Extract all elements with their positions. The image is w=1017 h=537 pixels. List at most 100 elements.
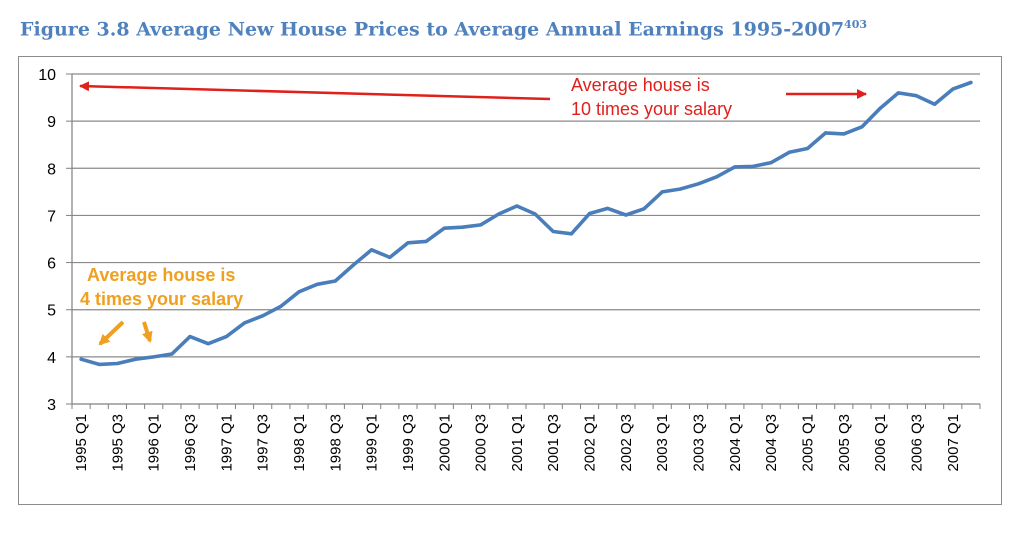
footnote-marker: 403 (844, 18, 868, 31)
x-tick-label: 2000 Q1 (436, 414, 453, 472)
data-point (97, 362, 101, 366)
data-point (914, 94, 919, 98)
y-tick-label: 6 (47, 256, 56, 273)
data-point (878, 106, 882, 110)
data-point (769, 161, 773, 165)
annotation-10x-arrow-left (79, 81, 551, 101)
data-point (624, 213, 628, 217)
data-point (351, 263, 356, 267)
x-tick-label: 1996 Q1 (146, 414, 163, 472)
x-tick-label: 2002 Q3 (618, 414, 635, 472)
axes (66, 73, 981, 409)
data-point (279, 304, 283, 308)
data-point (588, 211, 592, 216)
annotation-10x-line2: 10 times your salary (571, 99, 732, 119)
y-tick-label: 9 (47, 114, 56, 131)
data-point (787, 150, 791, 154)
x-tick-label: 1999 Q3 (400, 414, 417, 472)
annotation-4x: Average house is 4 times your salary (80, 265, 243, 346)
x-tick-label: 2005 Q1 (799, 414, 816, 472)
data-point (733, 165, 737, 169)
annotation-4x-line1: Average house is (87, 265, 235, 285)
data-point (442, 226, 446, 230)
data-point (261, 314, 265, 318)
data-point (406, 241, 410, 245)
data-point (479, 223, 483, 227)
y-tick-label: 3 (47, 397, 56, 414)
data-point (715, 175, 719, 179)
x-tick-label: 2004 Q1 (727, 414, 744, 472)
data-point (660, 190, 664, 194)
data-point (860, 125, 864, 129)
data-point (460, 225, 464, 229)
x-tick-label: 1998 Q1 (291, 414, 308, 472)
data-point (606, 206, 610, 210)
y-tick-label: 4 (47, 350, 56, 367)
x-tick-label: 1996 Q3 (182, 414, 199, 472)
grid (72, 73, 980, 358)
data-point (315, 282, 319, 286)
data-point (424, 239, 428, 243)
figure-title-text: Figure 3.8 Average New House Prices to A… (20, 18, 845, 41)
data-point (896, 91, 900, 95)
data-point (388, 255, 392, 259)
data-point (751, 164, 755, 168)
data-point (951, 87, 955, 91)
x-tick-label: 2007 Q1 (945, 414, 962, 472)
data-point (333, 279, 337, 283)
x-tick-label: 1995 Q3 (109, 414, 126, 472)
data-point (134, 357, 138, 361)
annotation-10x-line1: Average house is (571, 75, 710, 95)
data-point (152, 355, 156, 359)
x-tick-label: 2002 Q1 (582, 414, 599, 472)
x-tick-label: 2005 Q3 (836, 414, 853, 472)
x-tick-label: 1998 Q3 (327, 414, 344, 472)
data-point (79, 357, 83, 361)
series-layer (79, 80, 973, 367)
x-tick-label: 1999 Q1 (364, 414, 381, 472)
x-tick-label: 2001 Q3 (545, 414, 562, 472)
series-line (79, 80, 973, 367)
data-point (515, 204, 519, 208)
figure-title: Figure 3.8 Average New House Prices to A… (20, 18, 867, 40)
data-point (842, 132, 846, 136)
data-point (497, 212, 501, 216)
data-point (933, 102, 937, 106)
x-tick-label: 1997 Q1 (218, 414, 235, 472)
data-point (642, 207, 646, 211)
data-point (242, 321, 247, 325)
data-point (569, 232, 574, 236)
annotation-4x-arrow-1 (98, 320, 125, 346)
y-tick-labels: 3 4 5 6 7 8 9 10 (38, 67, 56, 414)
x-tick-label: 2003 Q1 (654, 414, 671, 472)
data-point (678, 187, 683, 191)
y-tick-label: 10 (38, 67, 56, 84)
x-tick-label: 2006 Q1 (872, 414, 889, 472)
x-tick-label: 2001 Q1 (509, 414, 526, 472)
annotation-4x-arrow-2 (142, 321, 153, 343)
y-tick-label: 5 (47, 303, 56, 320)
data-point (824, 131, 828, 135)
annotation-10x: Average house is 10 times your salary (79, 75, 867, 119)
chart-frame (18, 56, 1002, 505)
y-tick-label: 8 (47, 161, 56, 178)
data-point (805, 146, 810, 151)
y-tick-label: 7 (47, 208, 56, 225)
x-tick-labels: 1995 Q1 1995 Q3 1996 Q1 1996 Q3 1997 Q1 1997 … (73, 414, 962, 472)
x-tick-label: 2004 Q3 (763, 414, 780, 472)
data-point (170, 352, 174, 356)
data-point (696, 182, 701, 186)
data-point (206, 342, 210, 346)
x-tick-label: 2003 Q3 (691, 414, 708, 472)
data-point (115, 361, 119, 366)
data-point (188, 335, 192, 339)
x-tick-label: 1995 Q1 (73, 414, 90, 472)
data-point (969, 80, 973, 85)
data-point (297, 290, 301, 294)
x-tick-label: 1997 Q3 (255, 414, 272, 472)
data-point (370, 248, 374, 252)
annotation-4x-line2: 4 times your salary (80, 289, 243, 309)
x-tick-label: 2006 Q3 (908, 414, 925, 472)
data-point (224, 335, 228, 339)
